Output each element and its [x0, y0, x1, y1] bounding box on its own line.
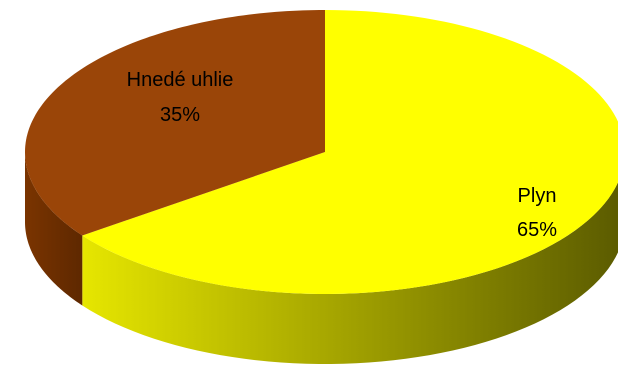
pie-slice-side-hnede-uhlie: [25, 152, 83, 306]
data-label-hnede-uhlie: Hnedé uhlie 35%: [127, 69, 234, 126]
pie-slice-hnede-uhlie: [25, 10, 325, 236]
pie-slice-plyn: [82, 10, 618, 294]
data-label-name: Hnedé uhlie: [127, 69, 234, 91]
data-label-percent: 35%: [160, 104, 200, 126]
data-label-plyn: Plyn 65%: [517, 185, 557, 241]
data-label-name: Plyn: [518, 185, 557, 207]
data-label-percent: 65%: [517, 219, 557, 241]
pie-slice-side-plyn: [82, 182, 618, 364]
